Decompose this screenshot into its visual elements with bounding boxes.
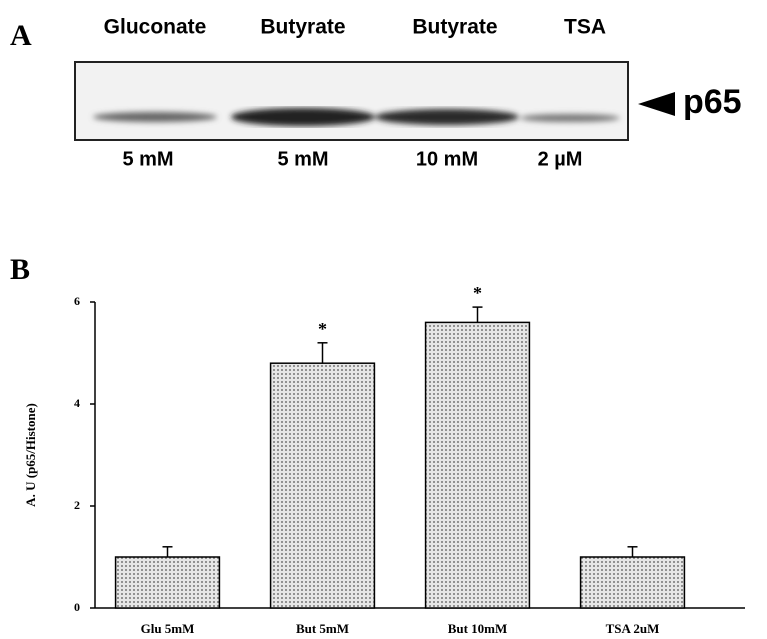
y-tick-label: 4 xyxy=(74,396,80,410)
y-axis-label: A. U (p65/Histone) xyxy=(23,403,38,507)
x-tick-label: But 10mM xyxy=(448,621,508,636)
y-tick-label: 2 xyxy=(74,498,80,512)
significance-mark: * xyxy=(318,319,327,339)
y-tick-label: 6 xyxy=(74,294,80,308)
bar xyxy=(116,557,220,608)
x-tick-label: TSA 2uM xyxy=(606,621,660,636)
bar xyxy=(271,363,375,608)
lane-label: Gluconate xyxy=(104,16,207,39)
bar xyxy=(426,322,530,608)
x-tick-label: Glu 5mM xyxy=(141,621,195,636)
bar xyxy=(581,557,685,608)
x-tick-label: But 5mM xyxy=(296,621,349,636)
y-tick-label: 0 xyxy=(74,600,80,614)
significance-mark: * xyxy=(473,283,482,303)
band-label: p65 xyxy=(683,83,742,121)
arrow xyxy=(638,92,675,116)
panel-label: A xyxy=(10,19,32,52)
figure: A Gluconate Butyrate Butyrate TSA p65 5 … xyxy=(0,0,767,639)
blot xyxy=(75,62,628,140)
lane-label: Butyrate xyxy=(412,16,497,39)
dose-label: 2 µM xyxy=(538,148,583,170)
lane-label: Butyrate xyxy=(260,16,345,39)
dose-label: 5 mM xyxy=(277,148,328,170)
lane-label: TSA xyxy=(564,16,606,39)
panel-label: B xyxy=(10,253,30,286)
dose-label: 10 mM xyxy=(416,148,478,170)
dose-label: 5 mM xyxy=(122,148,173,170)
